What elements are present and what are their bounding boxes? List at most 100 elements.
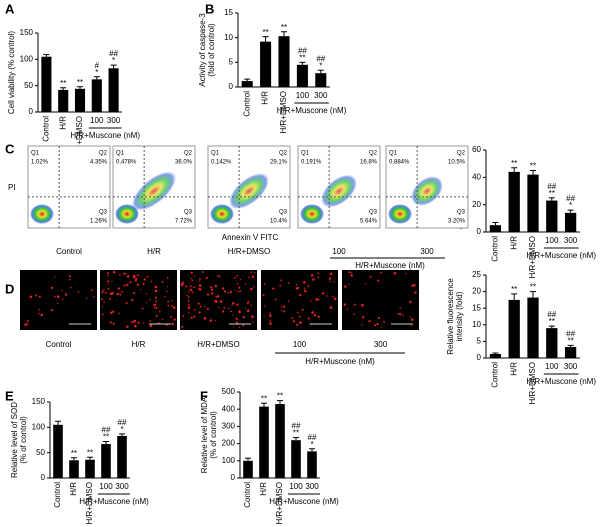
x-tick-label: H/R+DMSO bbox=[75, 116, 84, 158]
bar bbox=[243, 460, 253, 478]
quadrant-name: Q1 bbox=[389, 151, 398, 157]
cell-dot bbox=[155, 296, 158, 299]
quadrant-value: 1.26% bbox=[90, 219, 108, 225]
x-tick-label: H/R+DMSO bbox=[528, 236, 537, 278]
y-tick-label: 100 bbox=[222, 456, 236, 465]
group-label: H/R+Muscone (nM) bbox=[526, 251, 596, 260]
cell-dot bbox=[125, 272, 127, 275]
quadrant-value: 29.1% bbox=[270, 160, 288, 166]
cell-dot bbox=[34, 294, 37, 297]
cell-dot bbox=[203, 317, 207, 320]
significance-mark: ** bbox=[60, 79, 66, 88]
cell-dot bbox=[269, 322, 272, 325]
cell-dot bbox=[244, 308, 247, 310]
bar bbox=[489, 225, 502, 232]
cell-dot bbox=[234, 276, 237, 279]
bar bbox=[259, 406, 269, 478]
y-tick-label: 0 bbox=[231, 473, 236, 482]
cell-dot bbox=[129, 281, 132, 284]
cell-dot bbox=[110, 311, 113, 315]
bar bbox=[108, 68, 119, 112]
cell-dot bbox=[221, 310, 225, 313]
cell-dot bbox=[248, 276, 250, 279]
cell-dot bbox=[317, 272, 319, 275]
cell-dot bbox=[171, 305, 174, 307]
significance-mark: ## bbox=[566, 194, 575, 203]
cell-dot bbox=[149, 298, 151, 301]
flow-group: Control bbox=[56, 247, 82, 256]
cell-dot bbox=[117, 287, 121, 290]
x-tick-label: H/R bbox=[69, 482, 78, 496]
cell-dot bbox=[383, 320, 386, 323]
cell-dot bbox=[201, 271, 204, 273]
cell-dot bbox=[219, 300, 223, 303]
panel-label: F bbox=[200, 388, 208, 403]
quadrant-value: 10.5% bbox=[448, 160, 466, 166]
cell-dot bbox=[217, 306, 220, 309]
cell-dot bbox=[136, 283, 140, 286]
bar bbox=[241, 81, 253, 87]
y-tick-label: 300 bbox=[222, 422, 236, 431]
y-tick-label: 0 bbox=[229, 82, 234, 91]
cell-dot bbox=[361, 316, 365, 319]
significance-mark: ** bbox=[511, 285, 517, 294]
y-tick-label: 150 bbox=[32, 397, 46, 406]
cell-dot bbox=[187, 300, 190, 302]
cell-dot bbox=[318, 298, 320, 301]
cell-dot bbox=[132, 274, 136, 278]
cell-dot bbox=[70, 286, 72, 289]
y-axis-title: (fold of control) bbox=[207, 23, 216, 77]
cell-dot bbox=[119, 293, 122, 296]
cell-dot bbox=[206, 293, 210, 296]
cell-dot bbox=[118, 312, 120, 315]
cell-dot bbox=[210, 318, 212, 320]
cell-dot bbox=[189, 285, 192, 288]
cell-dot bbox=[242, 316, 245, 319]
cell-dot bbox=[227, 307, 230, 310]
cell-dot bbox=[263, 315, 265, 317]
cell-dot bbox=[68, 278, 71, 281]
cell-dot bbox=[188, 304, 190, 306]
quadrant-name: Q2 bbox=[457, 151, 466, 157]
cell-dot bbox=[173, 306, 176, 309]
quadrant-name: Q1 bbox=[31, 151, 40, 157]
cell-dot bbox=[307, 285, 310, 288]
cell-dot bbox=[146, 301, 148, 303]
cell-dot bbox=[139, 289, 142, 291]
x-tick-label: Control bbox=[491, 362, 500, 388]
cell-dot bbox=[54, 295, 56, 298]
quadrant-name: Q1 bbox=[301, 151, 310, 157]
cell-dot bbox=[126, 275, 130, 278]
cell-dot bbox=[246, 302, 249, 305]
panel-label: E bbox=[5, 388, 14, 403]
cell-dot bbox=[194, 275, 196, 277]
cell-dot bbox=[153, 306, 156, 309]
cell-dot bbox=[93, 296, 95, 298]
cell-dot bbox=[350, 272, 353, 274]
significance-mark: ** bbox=[293, 429, 299, 438]
cell-dot bbox=[291, 317, 294, 320]
cell-dot bbox=[310, 274, 314, 277]
cell-dot bbox=[399, 306, 401, 309]
cell-dot bbox=[215, 300, 218, 304]
cell-dot bbox=[109, 297, 111, 300]
cell-dot bbox=[165, 324, 168, 326]
cell-dot bbox=[317, 315, 320, 318]
cell-dot bbox=[361, 303, 364, 307]
cell-dot bbox=[155, 306, 158, 309]
quadrant-value: 4.35% bbox=[90, 160, 108, 166]
fluorescence-image bbox=[100, 270, 177, 330]
cell-dot bbox=[303, 287, 306, 290]
cell-dot bbox=[232, 314, 234, 316]
cell-dot bbox=[206, 307, 209, 310]
cell-dot bbox=[249, 287, 253, 291]
significance-mark: ** bbox=[530, 283, 536, 292]
flow-cloud bbox=[115, 204, 139, 224]
cell-dot bbox=[333, 281, 335, 283]
cell-dot bbox=[198, 284, 202, 287]
cell-dot bbox=[296, 311, 299, 314]
cell-dot bbox=[328, 277, 332, 280]
flow-cloud bbox=[30, 204, 54, 224]
cell-dot bbox=[137, 321, 140, 324]
cell-dot bbox=[299, 321, 302, 325]
